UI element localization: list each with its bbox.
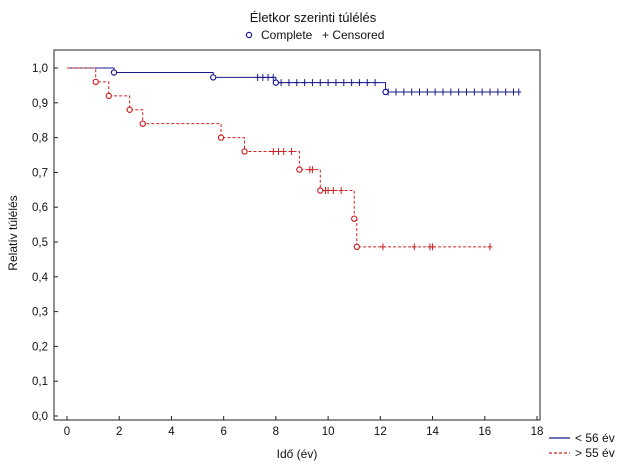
x-tick-label: 0 bbox=[64, 426, 70, 438]
x-tick-label: 6 bbox=[220, 426, 226, 438]
y-tick-label: 0,2 bbox=[32, 341, 48, 353]
y-tick-label: 0,8 bbox=[32, 133, 48, 145]
event-marker bbox=[105, 92, 112, 100]
legend-label-1: > 55 év bbox=[575, 446, 615, 460]
x-tick-label: 8 bbox=[273, 426, 279, 438]
plot-frame bbox=[53, 49, 541, 421]
x-tick-label: 12 bbox=[374, 426, 387, 438]
event-marker bbox=[110, 69, 118, 76]
complete-marker-icon bbox=[245, 31, 253, 39]
event-marker bbox=[139, 120, 146, 127]
event-marker bbox=[217, 134, 225, 141]
chart-title: Életkor szerinti túlélés bbox=[250, 10, 377, 25]
x-tick-label: 14 bbox=[426, 426, 439, 438]
event-marker bbox=[241, 148, 248, 155]
series-0 bbox=[67, 67, 522, 96]
series-1 bbox=[67, 67, 493, 251]
x-tick-label: 10 bbox=[322, 426, 335, 438]
y-tick-label: 0,3 bbox=[32, 307, 48, 319]
series-legend: < 56 év> 55 év bbox=[549, 431, 615, 460]
y-tick-label: 0,4 bbox=[32, 272, 49, 284]
x-axis-label: Idő (év) bbox=[277, 447, 318, 461]
y-tick-label: 0,7 bbox=[32, 167, 48, 179]
axis-ticks: 0 2 4 6 8 10 12 14 16 18 0,0 0,1 0,2 0,3 0,4 0,5 0,6 0,7 0… bbox=[32, 63, 543, 438]
y-tick-label: 0,9 bbox=[32, 98, 48, 110]
series-line bbox=[67, 67, 490, 248]
marker-legend: Complete + Censored bbox=[245, 28, 384, 42]
event-marker bbox=[296, 166, 303, 173]
y-tick-label: 1,0 bbox=[32, 63, 48, 75]
event-marker bbox=[210, 74, 217, 81]
censored-legend-label: + Censored bbox=[322, 28, 384, 42]
event-marker bbox=[353, 243, 361, 251]
legend-label-0: < 56 év bbox=[575, 431, 615, 445]
y-axis-label: Relatív túlélés bbox=[6, 195, 20, 270]
event-marker bbox=[92, 78, 99, 86]
event-marker bbox=[317, 187, 324, 194]
event-marker bbox=[382, 88, 389, 96]
y-tick-label: 0,6 bbox=[32, 202, 48, 214]
complete-legend-label: Complete bbox=[261, 28, 313, 42]
y-tick-label: 0,5 bbox=[32, 237, 48, 249]
x-tick-label: 16 bbox=[478, 426, 491, 438]
event-marker bbox=[272, 79, 280, 86]
event-marker bbox=[351, 215, 358, 222]
x-tick-label: 18 bbox=[531, 426, 544, 438]
y-tick-label: 0,0 bbox=[32, 411, 48, 423]
event-marker bbox=[126, 106, 133, 113]
series-layer bbox=[67, 67, 522, 251]
y-tick-label: 0,1 bbox=[32, 376, 48, 388]
series-line bbox=[67, 67, 519, 93]
x-tick-label: 4 bbox=[168, 426, 175, 438]
x-tick-label: 2 bbox=[116, 426, 122, 438]
